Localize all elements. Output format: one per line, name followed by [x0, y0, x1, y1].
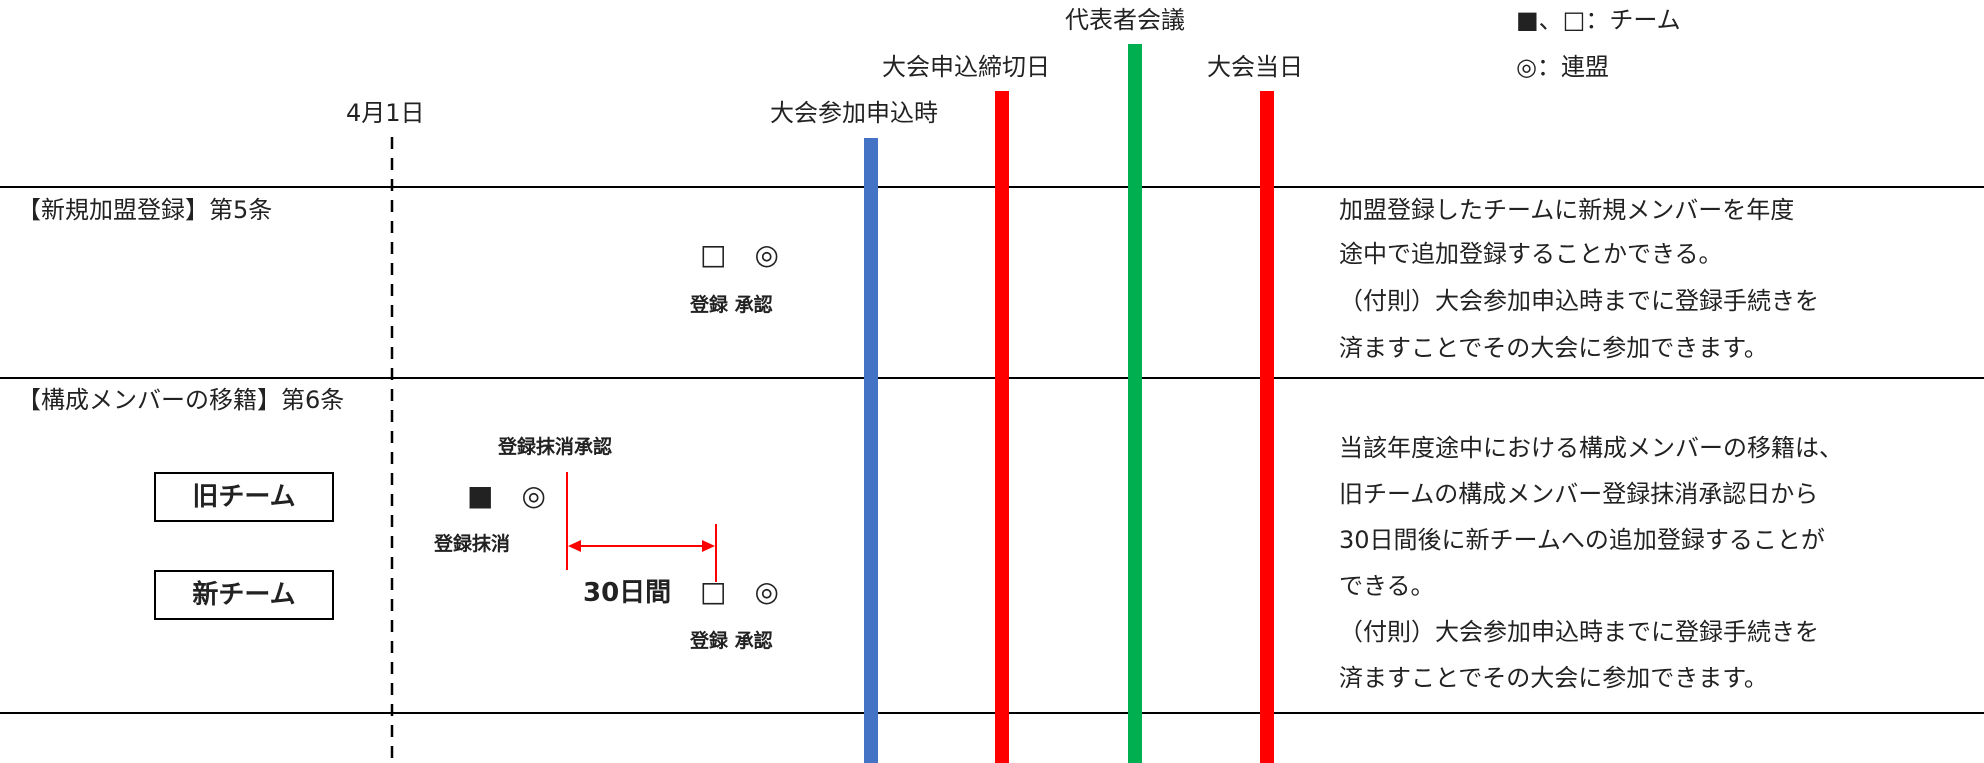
deadline-label: 大会申込締切日 [882, 53, 1050, 81]
entry-time-bar [864, 138, 878, 763]
rep-meeting-bar [1128, 44, 1142, 763]
thirty-days-arrow-left-head [568, 540, 581, 552]
section1-desc-line: 途中で追加登録することかできる。 [1339, 240, 1723, 268]
event-day-label: 大会当日 [1207, 53, 1303, 81]
new-team-label: 新チーム [192, 580, 296, 610]
section1-desc-line: 済ますことでその大会に参加できます。 [1339, 334, 1768, 362]
entry-time-label: 大会参加申込時 [770, 99, 938, 127]
legend-league: ◎：連盟 [1516, 53, 1609, 81]
section2-title: 【構成メンバーの移籍】第6条 [17, 386, 345, 414]
section1-desc-line: （付則）大会参加申込時までに登録手続きを [1339, 287, 1819, 315]
section1-desc-line: 加盟登録したチームに新規メンバーを年度 [1339, 196, 1795, 224]
section2-caption: 登録 承認 [690, 630, 773, 652]
section2-desc-line: 当該年度途中における構成メンバーの移籍は、 [1339, 434, 1843, 462]
section2-desc-line: 旧チームの構成メンバー登録抹消承認日から [1339, 480, 1819, 508]
section1-caption: 登録 承認 [690, 294, 773, 316]
section1-symbols: □ ◎ [700, 238, 779, 271]
section2-desc-line: できる。 [1339, 572, 1435, 600]
rep-meeting-label: 代表者会議 [1065, 6, 1185, 34]
old-team-box: 旧チーム [154, 472, 334, 522]
deadline-bar [995, 91, 1009, 763]
legend-team: ■、□：チーム [1516, 6, 1681, 34]
new-team-box: 新チーム [154, 570, 334, 620]
section2-desc-line: 済ますことでその大会に参加できます。 [1339, 664, 1768, 692]
section2-desc-line: 30日間後に新チームへの追加登録することが [1339, 526, 1825, 554]
old-team-label: 旧チーム [192, 482, 296, 512]
new-team-symbols: □ ◎ [700, 575, 779, 608]
cancel-label: 登録抹消 [434, 533, 511, 555]
april1-label: 4月1日 [346, 99, 425, 127]
event-day-bar [1260, 91, 1274, 763]
thirty-days-arrow-right-head [702, 540, 715, 552]
section2-desc-line: （付則）大会参加申込時までに登録手続きを [1339, 618, 1819, 646]
thirty-days-label: 30日間 [583, 578, 672, 608]
cancel-approval-label: 登録抹消承認 [498, 436, 613, 458]
old-team-symbols: ■ ◎ [467, 479, 546, 512]
section1-title: 【新規加盟登録】第5条 [17, 196, 273, 224]
